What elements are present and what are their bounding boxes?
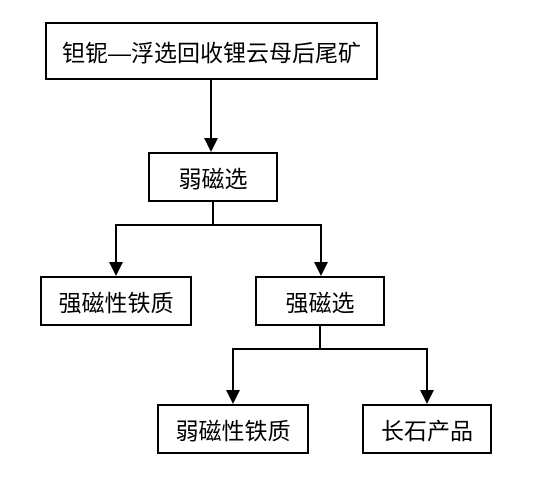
edge-weakmag-strongiron xyxy=(115,224,117,262)
edge-strongmag-feldspar xyxy=(426,348,428,390)
edge-top-weakmag xyxy=(210,80,212,138)
node-weak-mag: 弱磁选 xyxy=(148,152,278,202)
node-strong-mag: 强磁选 xyxy=(255,276,385,326)
node-weak-iron: 弱磁性铁质 xyxy=(157,404,309,454)
edge-weakmag-stub xyxy=(212,202,214,226)
arrowhead-weakmag-strongiron xyxy=(109,262,123,276)
arrowhead-top-weakmag xyxy=(204,138,218,152)
node-feldspar: 长石产品 xyxy=(362,404,492,454)
node-strong-iron-label: 强磁性铁质 xyxy=(59,284,174,318)
arrowhead-weakmag-strongmag xyxy=(314,262,328,276)
node-strong-iron: 强磁性铁质 xyxy=(40,276,192,326)
arrowhead-strongmag-feldspar xyxy=(420,390,434,404)
node-top: 钽铌—浮选回收锂云母后尾矿 xyxy=(45,22,378,80)
node-weak-iron-label: 弱磁性铁质 xyxy=(176,412,291,446)
node-strong-mag-label: 强磁选 xyxy=(286,284,355,318)
node-top-label: 钽铌—浮选回收锂云母后尾矿 xyxy=(62,34,361,68)
edge-weakmag-hbar xyxy=(115,224,322,226)
arrowhead-strongmag-weakiron xyxy=(226,390,240,404)
node-weak-mag-label: 弱磁选 xyxy=(179,160,248,194)
edge-weakmag-strongmag xyxy=(320,224,322,262)
edge-strongmag-stub xyxy=(319,326,321,350)
edge-strongmag-hbar xyxy=(232,348,428,350)
node-feldspar-label: 长石产品 xyxy=(381,412,473,446)
edge-strongmag-weakiron xyxy=(232,348,234,390)
